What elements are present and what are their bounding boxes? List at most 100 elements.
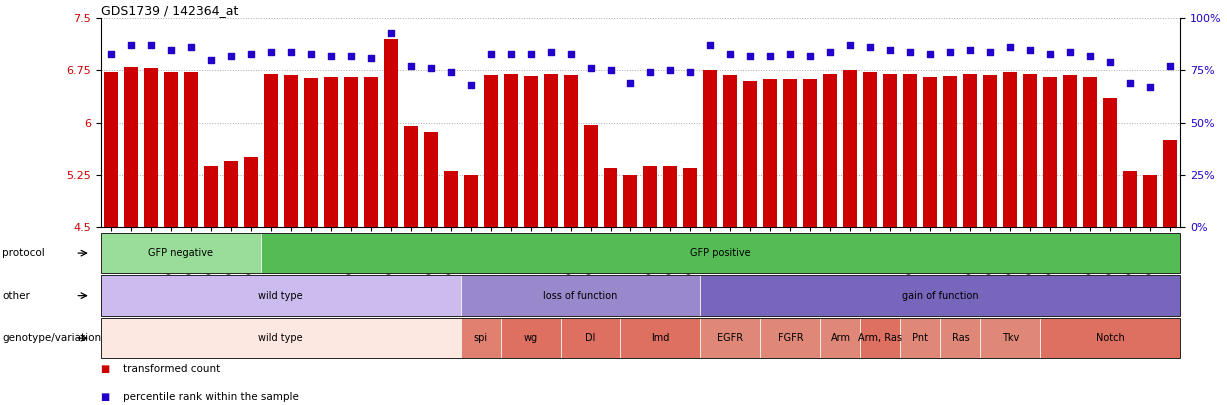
Point [201, 57, 221, 63]
Bar [664, 166, 677, 227]
Point [1120, 80, 1140, 86]
Point [1060, 48, 1080, 55]
Point [741, 53, 761, 59]
Bar [344, 77, 357, 227]
Point [421, 65, 440, 72]
Bar [503, 74, 518, 227]
Bar [1163, 140, 1178, 227]
Text: genotype/variation: genotype/variation [2, 333, 102, 343]
Bar [864, 72, 877, 227]
Bar [1023, 74, 1037, 227]
Bar [784, 79, 798, 227]
Bar [823, 74, 838, 227]
Bar [404, 126, 417, 227]
Bar [883, 74, 897, 227]
Bar [264, 74, 277, 227]
Point [920, 51, 940, 57]
Bar [1043, 77, 1058, 227]
Point [961, 46, 980, 53]
Point [640, 69, 660, 76]
Point [840, 42, 860, 49]
Point [660, 67, 680, 74]
Point [520, 51, 540, 57]
Text: GDS1739 / 142364_at: GDS1739 / 142364_at [101, 4, 238, 17]
Point [881, 46, 901, 53]
Bar [204, 166, 217, 227]
Text: Pnt: Pnt [913, 333, 929, 343]
Point [320, 53, 340, 59]
Bar [524, 76, 537, 227]
Point [801, 53, 821, 59]
Text: percentile rank within the sample: percentile rank within the sample [123, 392, 298, 402]
Bar [843, 70, 858, 227]
Text: Notch: Notch [1096, 333, 1125, 343]
Text: protocol: protocol [2, 248, 45, 258]
Bar [244, 157, 258, 227]
Bar [724, 75, 737, 227]
Text: Arm, Ras: Arm, Ras [859, 333, 902, 343]
Bar [643, 166, 658, 227]
Bar [623, 175, 638, 227]
Point [601, 67, 621, 74]
Bar [804, 79, 817, 227]
Text: FGFR: FGFR [778, 333, 804, 343]
Bar [563, 75, 578, 227]
Text: wild type: wild type [258, 333, 303, 343]
Point [161, 46, 180, 53]
Bar [604, 168, 617, 227]
Text: Arm: Arm [831, 333, 850, 343]
Text: gain of function: gain of function [902, 291, 979, 301]
Point [141, 42, 161, 49]
Bar [303, 78, 318, 227]
Text: ■: ■ [101, 364, 110, 373]
Point [561, 51, 580, 57]
Bar [124, 67, 137, 227]
Point [720, 51, 740, 57]
Bar [464, 175, 477, 227]
Point [281, 48, 301, 55]
Text: other: other [2, 291, 31, 301]
Text: lmd: lmd [652, 333, 670, 343]
Point [1141, 84, 1161, 90]
Text: Tkv: Tkv [1001, 333, 1020, 343]
Point [460, 82, 480, 88]
Text: wg: wg [524, 333, 537, 343]
Point [780, 51, 800, 57]
Point [901, 48, 920, 55]
Bar [963, 74, 978, 227]
Bar [483, 75, 497, 227]
Point [380, 30, 400, 36]
Bar [683, 168, 697, 227]
Bar [223, 161, 238, 227]
Point [621, 80, 640, 86]
Bar [924, 77, 937, 227]
Point [980, 48, 1000, 55]
Bar [283, 75, 298, 227]
Point [221, 53, 240, 59]
Bar [423, 132, 438, 227]
Point [361, 55, 380, 61]
Bar [163, 72, 178, 227]
Bar [903, 74, 918, 227]
Point [1040, 51, 1060, 57]
Point [481, 51, 501, 57]
Text: Ras: Ras [952, 333, 969, 343]
Bar [1064, 75, 1077, 227]
Bar [324, 77, 337, 227]
Bar [744, 81, 757, 227]
Point [1161, 63, 1180, 69]
Point [701, 42, 720, 49]
Bar [103, 72, 118, 227]
Bar [363, 77, 378, 227]
Text: GFP negative: GFP negative [148, 248, 213, 258]
Text: EGFR: EGFR [718, 333, 744, 343]
Point [120, 42, 140, 49]
Point [440, 69, 460, 76]
Bar [1004, 72, 1017, 227]
Bar [144, 68, 157, 227]
Point [681, 69, 701, 76]
Point [501, 51, 520, 57]
Bar [544, 74, 557, 227]
Point [1000, 44, 1020, 51]
Point [821, 48, 840, 55]
